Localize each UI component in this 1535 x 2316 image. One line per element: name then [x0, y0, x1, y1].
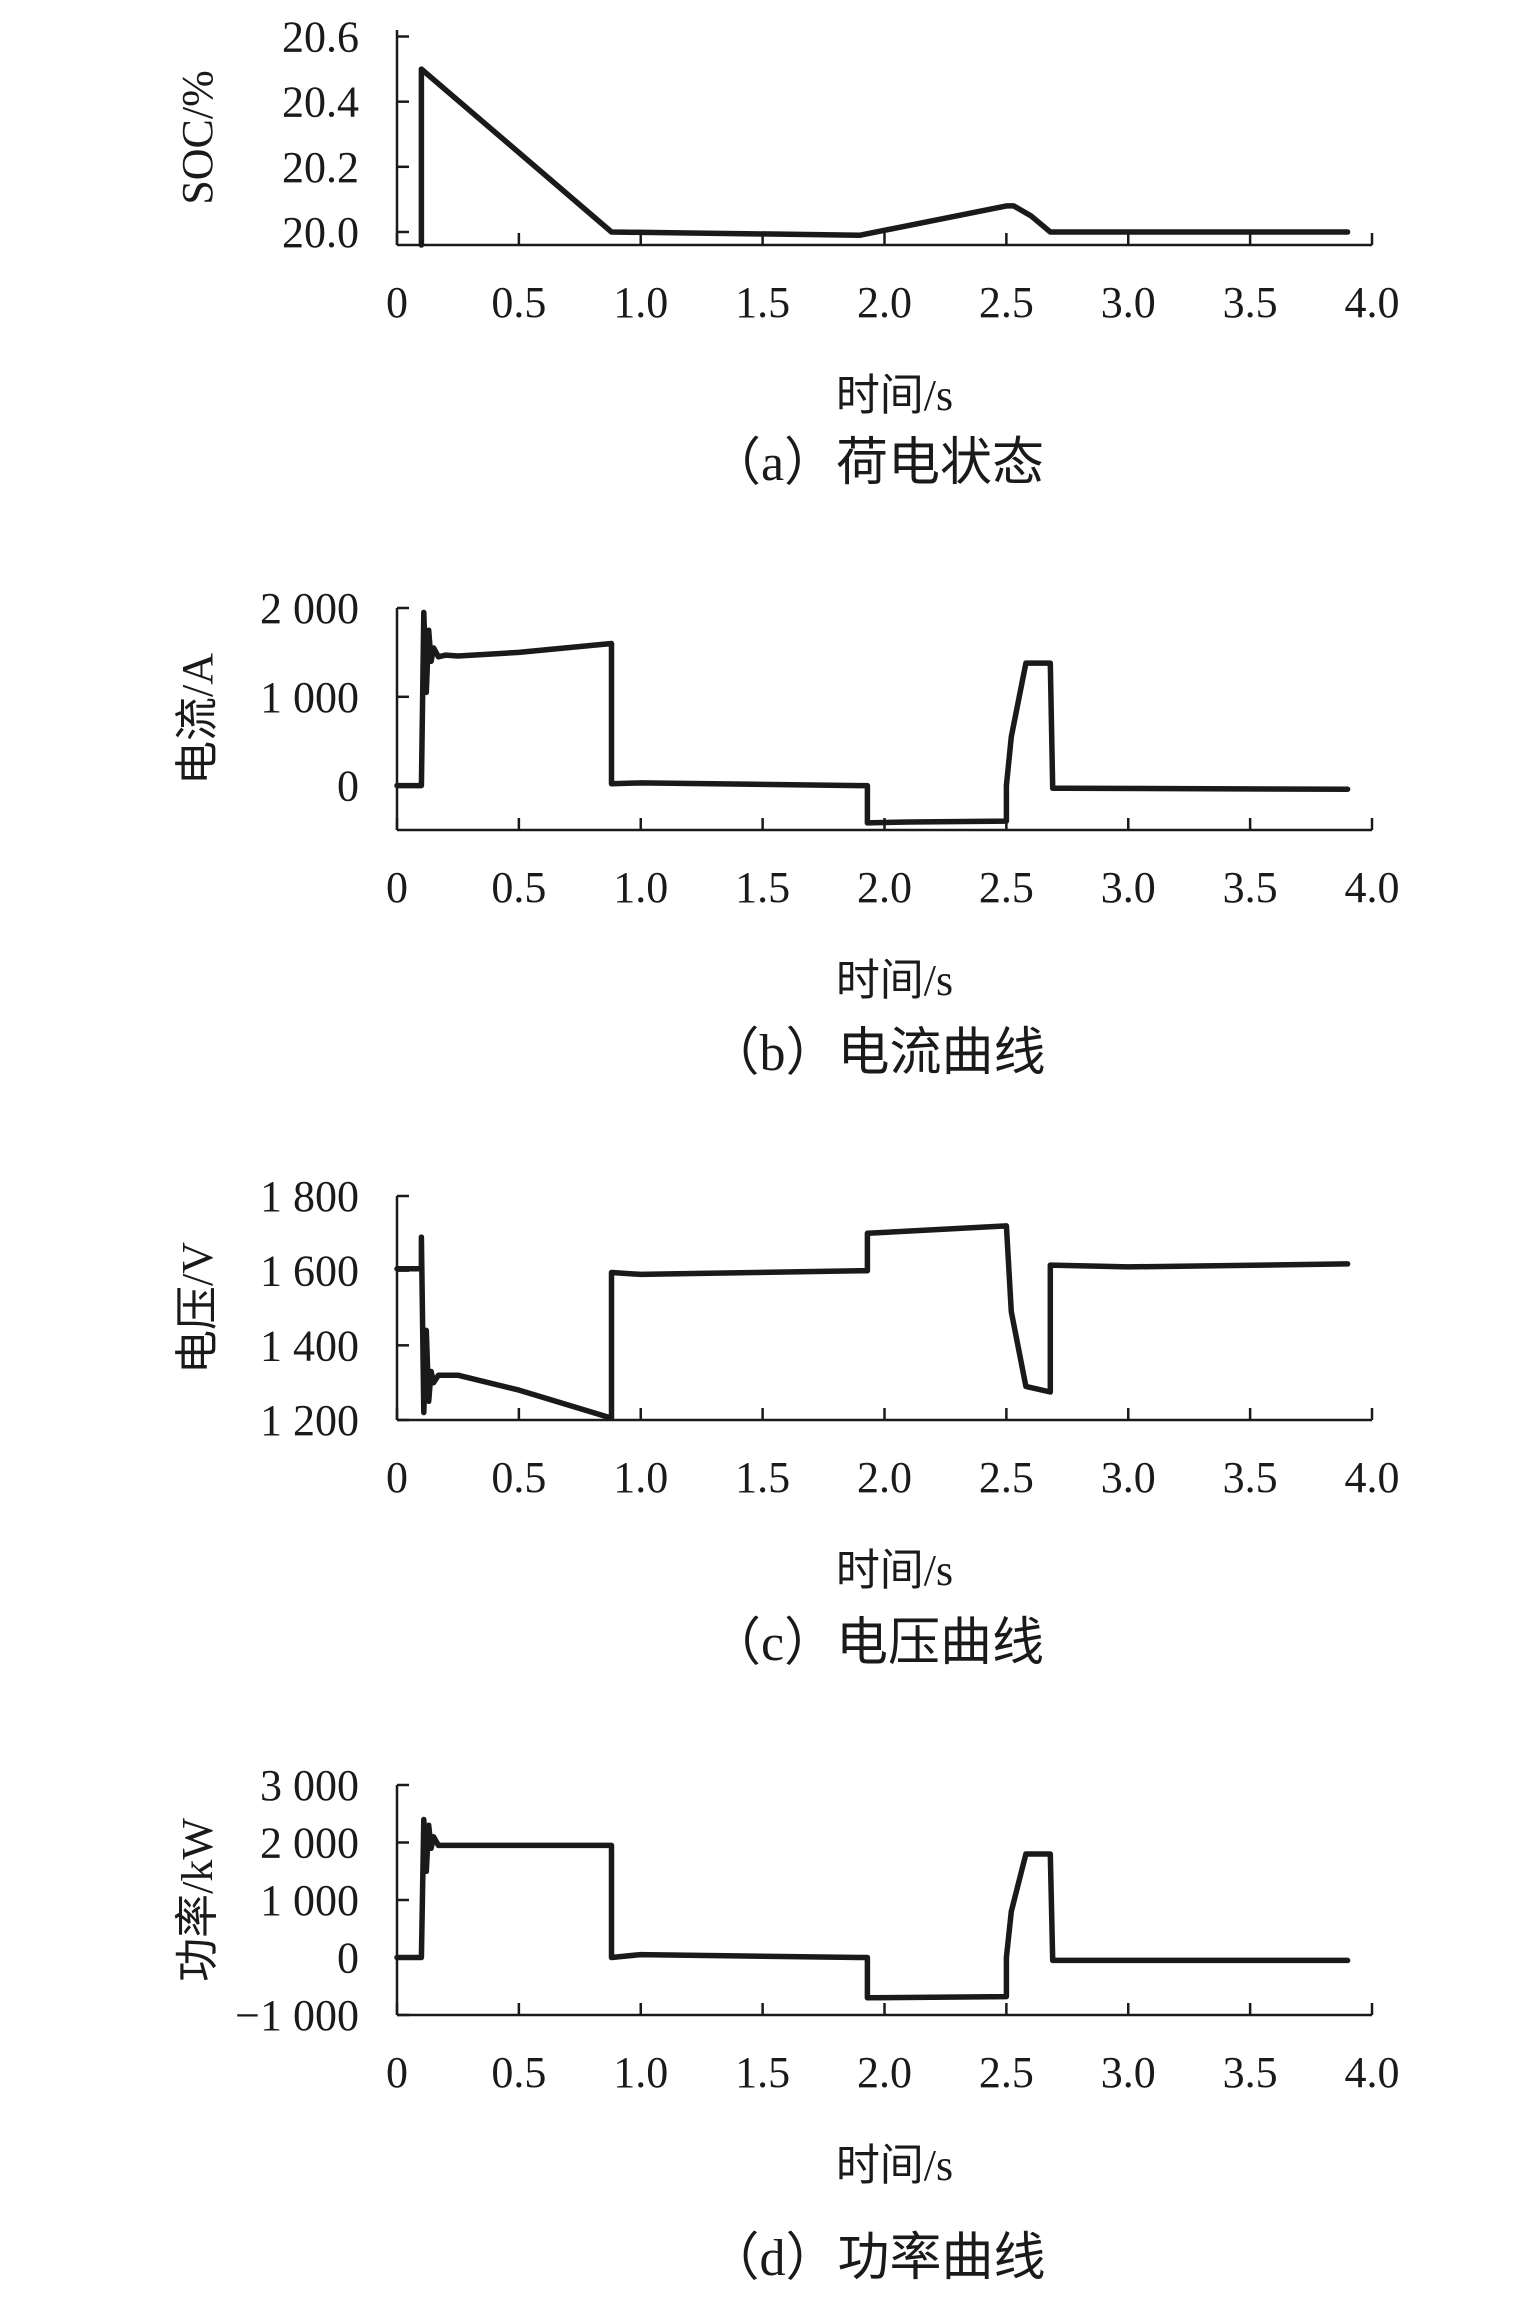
chart-caption: （b）电流曲线: [707, 1025, 1045, 1082]
x-tick-label: 3.0: [1101, 2048, 1156, 2097]
x-tick-label: 3.0: [1101, 278, 1156, 327]
x-tick-label: 1.5: [735, 2048, 790, 2097]
x-tick-label: 1.0: [613, 863, 668, 912]
x-tick-label: 4.0: [1345, 2048, 1400, 2097]
x-tick-label: 2.0: [857, 863, 912, 912]
chart-caption: （d）功率曲线: [707, 2230, 1045, 2287]
x-tick-label: 2.5: [979, 1453, 1034, 1502]
chart-panel-2: 0 1 000 2 000 0 0.5 1.0 1.5 2.0 2.5 3.0 3.5 4.0 时间/s…: [173, 584, 1400, 1082]
x-tick-label: 1.5: [735, 278, 790, 327]
chart-panel-1: 20.0 20.2 20.4 20.6 0 0.5 1.0 1.5 2.0 2.5 3.0 3.5 4.…: [173, 13, 1400, 492]
x-tick-label: 3.5: [1223, 2048, 1278, 2097]
y-tick-label: 0: [337, 762, 359, 811]
x-tick-label: 2.5: [979, 2048, 1034, 2097]
x-tick-label: 0: [386, 863, 408, 912]
y-tick-label: 1 600: [260, 1247, 359, 1296]
x-tick-label: 0: [386, 1453, 408, 1502]
y-tick-label: 1 000: [260, 1876, 359, 1925]
x-tick-label: 1.0: [613, 278, 668, 327]
chart-panel-3: 1 200 1 400 1 600 1 800 0 0.5 1.0 1.5 2.0 2.5 3.0 3…: [173, 1172, 1400, 1672]
x-tick-label: 3.5: [1223, 863, 1278, 912]
y-axis-label: 电流/A: [173, 653, 222, 785]
x-tick-label: 0.5: [491, 1453, 546, 1502]
x-tick-label: 4.0: [1345, 278, 1400, 327]
x-tick-label: 0.5: [491, 278, 546, 327]
x-axis-label: 时间/s: [836, 956, 953, 1005]
series-line-1: [394, 609, 1351, 826]
y-axis-label: 电压/V: [173, 1242, 222, 1374]
y-tick-label: 2 000: [260, 1819, 359, 1868]
x-tick-label: 2.0: [857, 1453, 912, 1502]
x-tick-label: 4.0: [1345, 1453, 1400, 1502]
y-tick-label: 3 000: [260, 1761, 359, 1810]
x-tick-label: 1.5: [735, 1453, 790, 1502]
y-axis-label: 功率/kW: [173, 1818, 222, 1982]
x-tick-label: 1.0: [613, 1453, 668, 1502]
y-axis-label: SOC/%: [173, 70, 222, 204]
y-tick-label: 20.2: [282, 143, 359, 192]
chart-panel-4: −1 000 0 1 000 2 000 3 000 0 0.5 1.0 1.5 2.0 2.5 3.…: [173, 1761, 1400, 2287]
x-tick-label: 1.5: [735, 863, 790, 912]
x-tick-label: 4.0: [1345, 863, 1400, 912]
y-tick-label: 20.4: [282, 78, 359, 127]
chart-caption: （c）电压曲线: [709, 1615, 1044, 1672]
y-tick-label: 1 000: [260, 673, 359, 722]
x-tick-label: 1.0: [613, 2048, 668, 2097]
y-tick-label: 0: [337, 1934, 359, 1983]
x-axis-label: 时间/s: [836, 2141, 953, 2190]
y-tick-label: 1 400: [260, 1321, 359, 1370]
x-tick-label: 0.5: [491, 863, 546, 912]
x-axis-label: 时间/s: [836, 1546, 953, 1595]
y-tick-label: 1 200: [260, 1396, 359, 1445]
x-axis-label: 时间/s: [836, 371, 953, 420]
y-tick-label: 20.0: [282, 208, 359, 257]
series-line-1: [394, 1816, 1351, 2001]
x-tick-label: 3.0: [1101, 1453, 1156, 1502]
y-tick-label: 20.6: [282, 13, 359, 62]
y-tick-label: 1 800: [260, 1172, 359, 1221]
series-line-1: [394, 1223, 1351, 1421]
x-tick-label: 3.5: [1223, 278, 1278, 327]
x-tick-label: 3.5: [1223, 1453, 1278, 1502]
x-tick-label: 2.5: [979, 863, 1034, 912]
y-tick-label: 2 000: [260, 584, 359, 633]
x-tick-label: 0.5: [491, 2048, 546, 2097]
x-tick-label: 3.0: [1101, 863, 1156, 912]
y-tick-label: −1 000: [235, 1991, 359, 2040]
x-tick-label: 2.0: [857, 2048, 912, 2097]
chart-caption: （a）荷电状态: [709, 435, 1044, 492]
x-tick-label: 0: [386, 278, 408, 327]
series-line-1: [418, 66, 1351, 248]
x-tick-label: 2.5: [979, 278, 1034, 327]
x-tick-label: 2.0: [857, 278, 912, 327]
x-tick-label: 0: [386, 2048, 408, 2097]
